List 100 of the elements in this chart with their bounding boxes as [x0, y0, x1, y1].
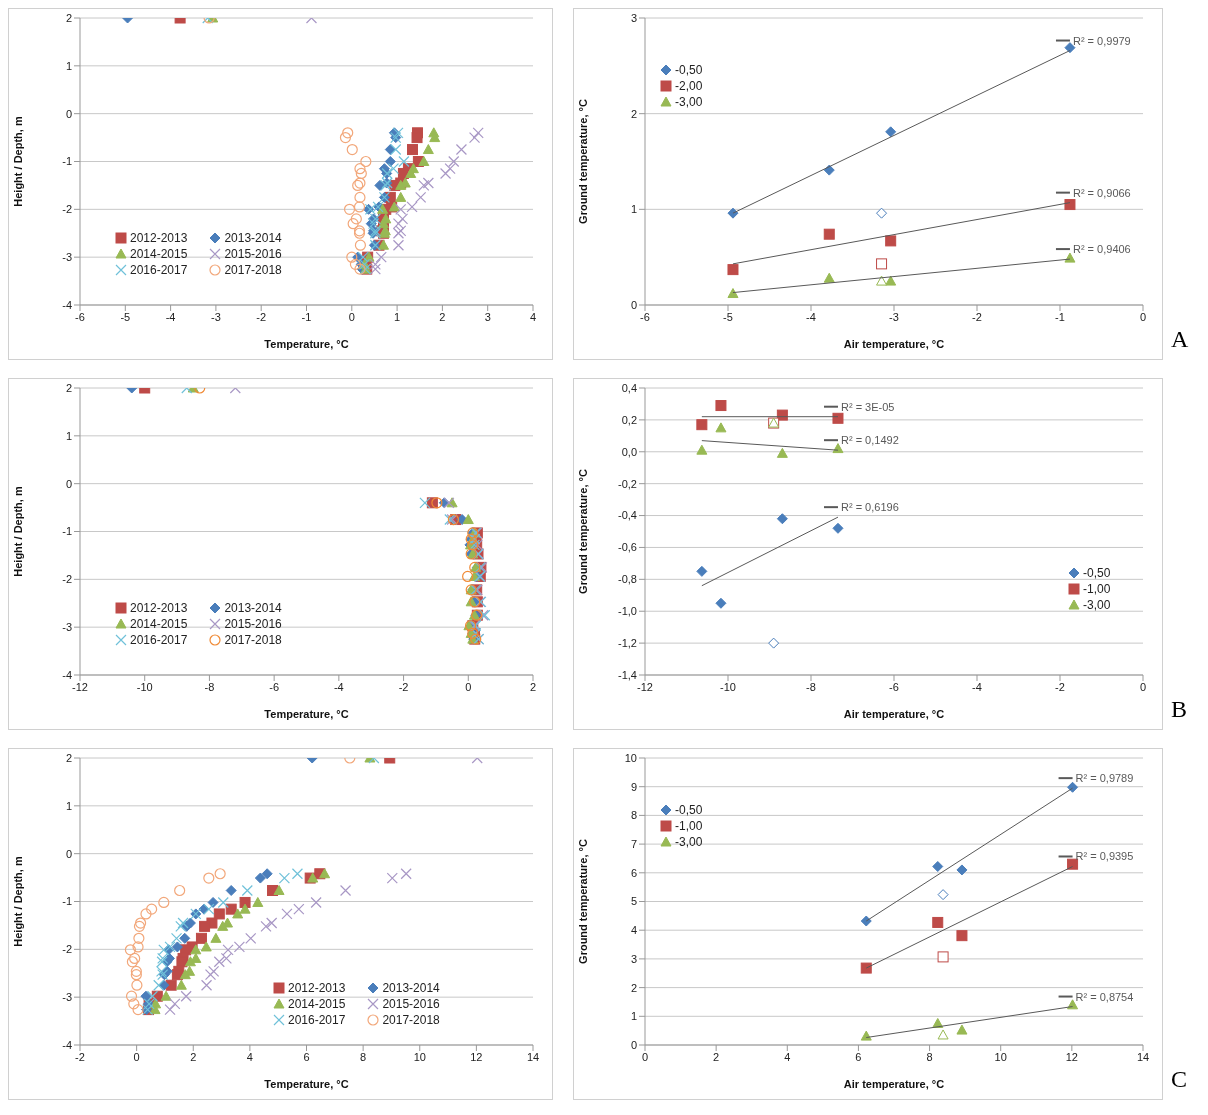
legend-label: 2013-2014 — [224, 601, 282, 615]
y-tick-label: -3 — [62, 991, 72, 1004]
x-tick-label: 4 — [246, 1050, 253, 1063]
legend-label: R² = 0,6196 — [840, 501, 899, 514]
x-tick-label: -4 — [806, 310, 816, 323]
legend-label: 2014-2015 — [130, 617, 188, 631]
x-axis-title: Temperature, °C — [264, 708, 349, 720]
x-tick-label: 0 — [133, 1050, 140, 1063]
x-tick-label: 2 — [439, 310, 446, 323]
legend-label: 2015-2016 — [224, 617, 282, 631]
x-axis-title: Air temperature, °C — [843, 708, 945, 720]
x-tick-label: -2 — [75, 1050, 85, 1063]
x-tick-label: 2 — [529, 680, 537, 693]
y-tick-label: -1 — [62, 525, 72, 538]
y-tick-label: 5 — [630, 895, 637, 908]
y-tick-label: 0,4 — [621, 381, 637, 394]
y-tick-label: 1 — [65, 799, 72, 812]
y-tick-label: 9 — [630, 780, 637, 793]
y-tick-label: 0,0 — [621, 445, 637, 458]
legend-label: R² = 0,9395 — [1075, 850, 1134, 863]
y-axis-title: Height / Depth, m — [11, 486, 24, 577]
x-tick-label: 0 — [641, 1050, 649, 1063]
y-tick-label: 2 — [65, 11, 72, 24]
x-tick-label: -6 — [269, 680, 280, 693]
y-tick-label: 0 — [65, 847, 72, 860]
legend-label: 2015-2016 — [382, 997, 440, 1011]
x-tick-label: -12 — [637, 680, 653, 693]
x-tick-label: 1 — [394, 310, 401, 323]
y-tick-label: -2 — [62, 573, 72, 586]
x-tick-label: -8 — [204, 680, 215, 693]
y-tick-label: -2 — [62, 203, 72, 216]
legend-label: -3,00 — [675, 835, 703, 849]
text: C — [1171, 1066, 1188, 1093]
x-tick-label: -1 — [1055, 310, 1065, 323]
x-tick-label: -6 — [75, 310, 85, 323]
y-tick-label: 1 — [630, 203, 637, 216]
y-tick-label: -4 — [62, 1038, 72, 1051]
legend-label: R² = 0,9789 — [1075, 772, 1134, 785]
y-tick-label: -3 — [62, 251, 72, 264]
x-tick-label: 2 — [713, 1050, 720, 1063]
x-axis-title: Temperature, °C — [264, 338, 349, 350]
legend-label: R² = 0,8754 — [1075, 990, 1134, 1003]
y-tick-label: 2 — [630, 981, 637, 994]
y-tick-label: -4 — [62, 668, 72, 681]
x-tick-label: 6 — [303, 1050, 310, 1063]
legend-label: 2012-2013 — [130, 231, 188, 245]
y-tick-label: -1,2 — [618, 637, 637, 650]
x-tick-label: 6 — [855, 1050, 862, 1063]
x-axis-title: Air temperature, °C — [843, 338, 945, 350]
y-tick-label: -3 — [62, 621, 72, 634]
legend-label: R² = 0,9066 — [1072, 186, 1131, 199]
y-axis-title: Height / Depth, m — [11, 856, 24, 947]
x-tick-label: -2 — [398, 680, 409, 693]
y-tick-label: 3 — [630, 11, 637, 24]
legend-label: -0,50 — [1083, 565, 1111, 580]
x-tick-label: -8 — [806, 680, 816, 693]
x-tick-label: 14 — [526, 1050, 540, 1063]
legend-label: 2016-2017 — [130, 633, 188, 647]
x-tick-label: -12 — [72, 680, 88, 693]
legend-label: -3,00 — [1083, 597, 1111, 612]
legend-label: -0,50 — [675, 803, 703, 817]
legend-label: R² = 0,1492 — [840, 434, 899, 447]
legend-label: 2012-2013 — [288, 981, 346, 995]
legend-label: 2014-2015 — [288, 997, 346, 1011]
y-tick-label: -0,8 — [618, 573, 637, 586]
y-tick-label: 4 — [630, 924, 637, 937]
x-tick-label: -4 — [165, 310, 176, 323]
text: A — [1171, 326, 1189, 353]
x-tick-label: -3 — [889, 310, 899, 323]
y-tick-label: 6 — [630, 866, 637, 879]
x-tick-label: -4 — [972, 680, 982, 693]
legend-label: R² = 0,9979 — [1072, 34, 1131, 47]
y-axis-title: Ground temperature, °C — [576, 99, 589, 224]
y-tick-label: -1 — [62, 895, 72, 908]
y-tick-label: -1,0 — [618, 605, 637, 618]
y-tick-label: -4 — [62, 298, 72, 311]
text: B — [1171, 696, 1188, 723]
x-tick-label: -10 — [136, 680, 153, 693]
x-tick-label: -10 — [720, 680, 736, 693]
legend-label: -1,00 — [1083, 581, 1111, 596]
x-tick-label: 8 — [926, 1050, 933, 1063]
y-tick-label: 0 — [630, 1038, 637, 1051]
x-tick-label: -2 — [256, 310, 267, 323]
x-tick-label: 12 — [1065, 1050, 1078, 1063]
y-axis-title: Ground temperature, °C — [576, 469, 589, 594]
x-tick-label: 2 — [190, 1050, 197, 1063]
y-tick-label: 3 — [630, 952, 637, 965]
x-tick-label: 0 — [465, 680, 472, 693]
x-tick-label: 8 — [360, 1050, 367, 1063]
x-tick-label: -6 — [640, 310, 650, 323]
x-tick-label: 0 — [348, 310, 355, 323]
x-tick-label: 4 — [529, 310, 537, 323]
legend-label: 2013-2014 — [382, 981, 440, 995]
x-tick-label: 4 — [784, 1050, 791, 1063]
x-axis-title: Temperature, °C — [264, 1078, 349, 1090]
legend-label: 2017-2018 — [382, 1013, 440, 1027]
legend-label: 2017-2018 — [224, 263, 282, 277]
legend-label: 2015-2016 — [224, 247, 282, 261]
x-tick-label: 10 — [994, 1050, 1007, 1063]
y-tick-label: -0,2 — [618, 477, 637, 490]
